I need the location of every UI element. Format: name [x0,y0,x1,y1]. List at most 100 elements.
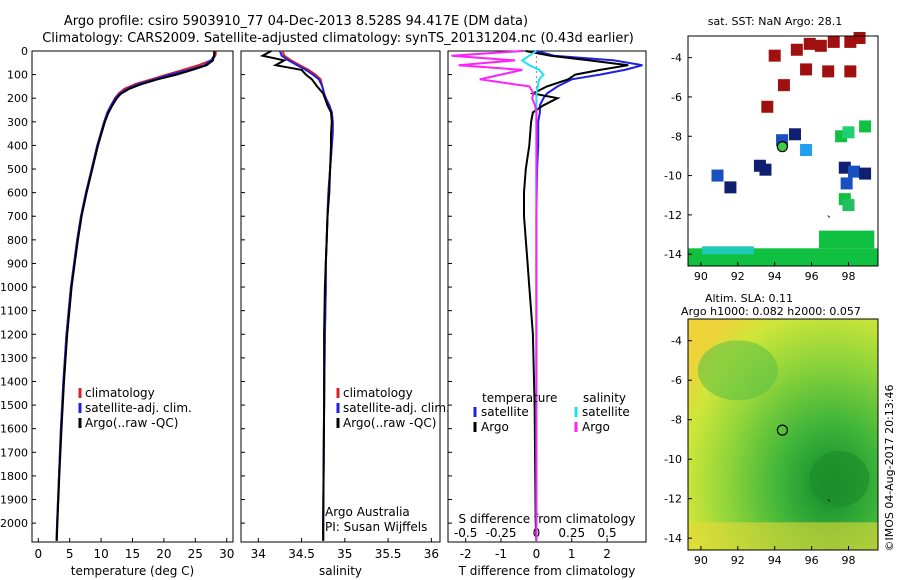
y-tick-label: 800 [7,234,28,247]
y-tick-label: 0 [21,45,28,58]
s-tick-label: 0.5 [598,526,617,540]
y-tick-label: 1200 [0,328,28,341]
legend-entry: Argo(..raw -QC) [85,416,178,430]
y-tick-label: 500 [7,163,28,176]
s-tick-label: -0.25 [486,526,517,540]
sst-pixel [800,144,813,157]
sst-pixel [800,63,813,76]
x-tick-label: 5 [66,547,74,561]
x-tick-label: 35.5 [375,547,402,561]
y-tick-label: -6 [671,374,682,387]
x-tick-label: 98 [841,270,855,283]
sst-map-title: sat. SST: NaN Argo: 28.1 [708,15,842,28]
island-mark [827,214,831,218]
y-tick-label: -4 [671,52,682,65]
sst-pixel [777,79,790,92]
x-tick-label: 1 [568,547,576,561]
y-tick-label: 900 [7,257,28,270]
sst-pixel [803,37,816,50]
x-tick-label: 90 [694,270,708,283]
sst-pixel [711,169,724,182]
sla-patch [809,450,870,507]
x-tick-label: 15 [125,547,140,561]
sst-coast-band [702,246,754,255]
y-tick-label: 600 [7,187,28,200]
sst-pixel [859,167,872,180]
sla-map: 90 92 94 96 98 -4 -6 -8 -10 -12 -14 [664,318,879,567]
x-axis-label: temperature (deg C) [71,564,194,578]
x-axis-label: salinity [319,564,362,578]
y-tick-label: 1500 [0,399,28,412]
x-tick-label: 94 [768,554,782,567]
plot-frame [240,50,441,543]
x-tick-label: 35 [337,547,352,561]
sst-pixel [814,39,827,52]
sst-pixel [842,199,855,212]
s-tick-label: 0.25 [558,526,585,540]
sst-pixel [724,181,737,194]
sst-pixel [827,35,840,48]
sst-pixel [848,165,861,178]
sst-pixel [840,177,853,190]
y-tick-label: 1600 [0,423,28,436]
y-tick-label: -12 [664,209,682,222]
x-tick-label: 36 [424,547,439,561]
legend-title: salinity [583,391,626,405]
title-line-1: Argo profile: csiro 5903910_77 04-Dec-20… [64,14,528,29]
x-tick-label: 30 [219,547,234,561]
y-tick-label: -8 [671,414,682,427]
sst-pixel [859,120,872,133]
x-tick-label: 98 [841,554,855,567]
map-frame [687,35,879,267]
x-tick-label: 2 [603,547,611,561]
y-tick-label: 1900 [0,494,28,507]
s-tick-label: -0.5 [454,526,477,540]
y-tick-label: 1000 [0,281,28,294]
imos-timestamp: ©IMOS 04-Aug-2017 20:13:46 [883,385,896,552]
sla-map-title-2: Argo h1000: 0.082 h2000: 0.057 [681,305,861,318]
x-tick-label: 96 [805,270,819,283]
y-tick-label: 700 [7,210,28,223]
sst-pixel [790,43,803,56]
x-tick-label: 92 [731,270,745,283]
x-tick-label: -2 [460,547,472,561]
legend-entry: satellite [582,405,630,419]
legend-entry: Argo [481,420,509,434]
y-tick-label: -8 [671,130,682,143]
x-tick-label: 90 [694,554,708,567]
legend-entry: satellite-adj. clim. [85,401,192,415]
series-line-argo-raw-qc- [55,51,216,541]
x-tick-label: -1 [495,547,507,561]
island-mark [827,498,831,502]
x-tick-label: 10 [93,547,108,561]
y-tick-label: 300 [7,116,28,129]
legend-entry: Argo(..raw -QC) [343,416,436,430]
sst-pixel [768,49,781,62]
argo-location-marker [776,141,788,153]
sst-pixel [761,100,774,113]
x-axis-label: T difference from climatology [458,564,636,578]
sst-coast-band [818,230,875,249]
sla-patch [688,522,878,550]
x-tick-label: 0 [533,547,541,561]
y-tick-label: 1300 [0,352,28,365]
x-tick-label: 34 [251,547,266,561]
sst-pixel [759,163,772,176]
sst-pixel [844,35,857,48]
difference-profile: -2 -1 0 1 2 T difference from climatology -0.5… [447,50,647,578]
y-tick-label: -6 [671,91,682,104]
sla-patch [697,340,778,401]
plot-frame [447,50,647,543]
credit-line-1: Argo Australia [325,505,410,519]
plot-frame [31,50,234,543]
sst-pixel [822,65,835,78]
temperature-profile: 0 5 10 15 20 25 30 temperature (deg C) 0 100 200 30… [0,45,234,578]
sst-pixel [788,128,801,141]
x-tick-label: 92 [731,554,745,567]
credit-line-2: PI: Susan Wijffels [325,520,427,534]
legend-entry: satellite-adj. clim. [343,401,450,415]
y-tick-label: 1800 [0,470,28,483]
title-line-2: Climatology: CARS2009. Satellite-adjuste… [42,31,634,46]
series-line-argo-raw-qc- [259,50,333,541]
